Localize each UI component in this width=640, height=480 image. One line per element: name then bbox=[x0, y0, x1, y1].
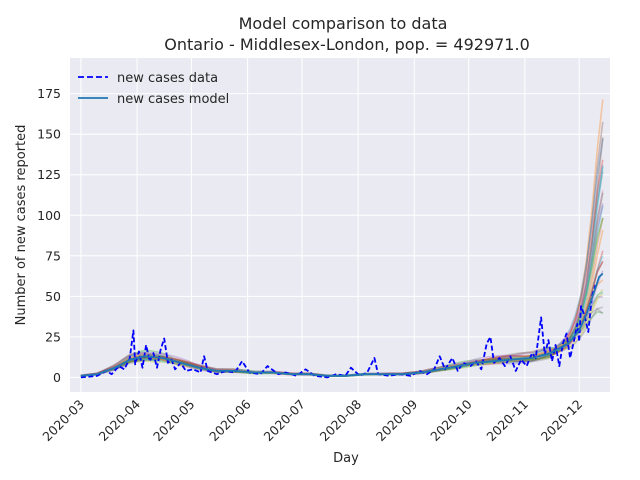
x-tick-label: 2020-09 bbox=[373, 396, 421, 444]
x-tick-label: 2020-05 bbox=[150, 397, 198, 445]
y-axis-label: Number of new cases reported bbox=[14, 125, 29, 326]
x-tick-label: 2020-04 bbox=[96, 396, 144, 444]
series-new-cases-model bbox=[80, 272, 604, 377]
chart-subtitle: Ontario - Middlesex-London, pop. = 49297… bbox=[164, 35, 530, 54]
x-tick-label: 2020-12 bbox=[538, 397, 586, 445]
x-tick-label: 2020-11 bbox=[483, 397, 531, 445]
chart-title: Model comparison to data bbox=[239, 14, 448, 33]
legend-label-model: new cases model bbox=[117, 92, 229, 107]
x-tick-label: 2020-10 bbox=[427, 396, 475, 444]
plot-area bbox=[70, 58, 610, 392]
y-tick-label: 0 bbox=[53, 370, 61, 385]
legend-label-data: new cases data bbox=[117, 71, 218, 86]
legend: new cases data new cases model bbox=[78, 71, 229, 107]
series-new-cases-data bbox=[80, 284, 597, 379]
y-tick-label: 150 bbox=[37, 127, 61, 142]
x-axis-label: Day bbox=[333, 451, 359, 466]
grid bbox=[70, 58, 610, 392]
y-tick-labels: 0 25 50 75 100 125 150 175 bbox=[37, 86, 61, 385]
y-tick-label: 50 bbox=[45, 289, 61, 304]
y-tick-label: 75 bbox=[45, 248, 61, 263]
series-layer bbox=[80, 272, 604, 379]
x-tick-label: 2020-08 bbox=[317, 396, 365, 444]
x-tick-label: 2020-03 bbox=[39, 397, 87, 445]
y-tick-label: 125 bbox=[37, 167, 61, 182]
x-tick-label: 2020-07 bbox=[261, 397, 309, 445]
y-tick-label: 175 bbox=[37, 86, 61, 101]
y-tick-label: 25 bbox=[45, 329, 61, 344]
y-tick-label: 100 bbox=[37, 208, 61, 223]
x-tick-labels: 2020-03 2020-04 2020-05 2020-06 2020-07 2020-… bbox=[39, 396, 585, 444]
x-tick-label: 2020-06 bbox=[206, 396, 254, 444]
